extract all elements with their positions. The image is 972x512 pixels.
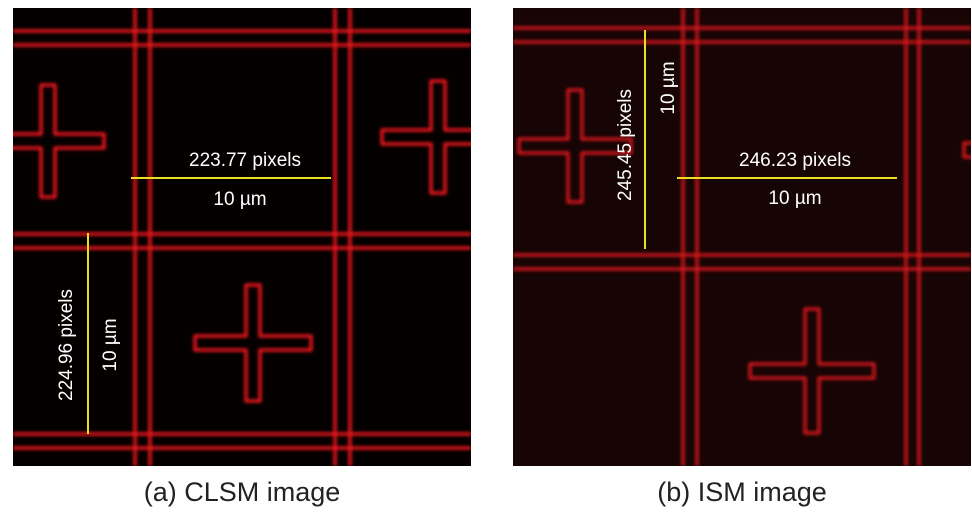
scale-unit: 10 µm xyxy=(768,188,821,209)
scale-label: 246.23 pixels xyxy=(739,150,851,171)
scale-label: 245.45 pixels xyxy=(615,89,636,201)
figure: 223.77 pixels 10 µm 224.96 pixels 10 µm … xyxy=(0,0,972,512)
scale-label: 224.96 pixels xyxy=(56,289,77,401)
page: {"panels": [ {"caption": "(a) CLSM image… xyxy=(0,0,972,512)
caption: (a) CLSM image xyxy=(144,477,341,507)
clsm-image xyxy=(13,8,471,466)
scale-label: 223.77 pixels xyxy=(189,150,301,171)
scale-unit: 10 µm xyxy=(100,318,121,371)
ism-image xyxy=(513,8,971,466)
caption: (b) ISM image xyxy=(657,477,827,507)
scale-unit: 10 µm xyxy=(213,189,266,210)
scale-unit: 10 µm xyxy=(658,61,679,114)
